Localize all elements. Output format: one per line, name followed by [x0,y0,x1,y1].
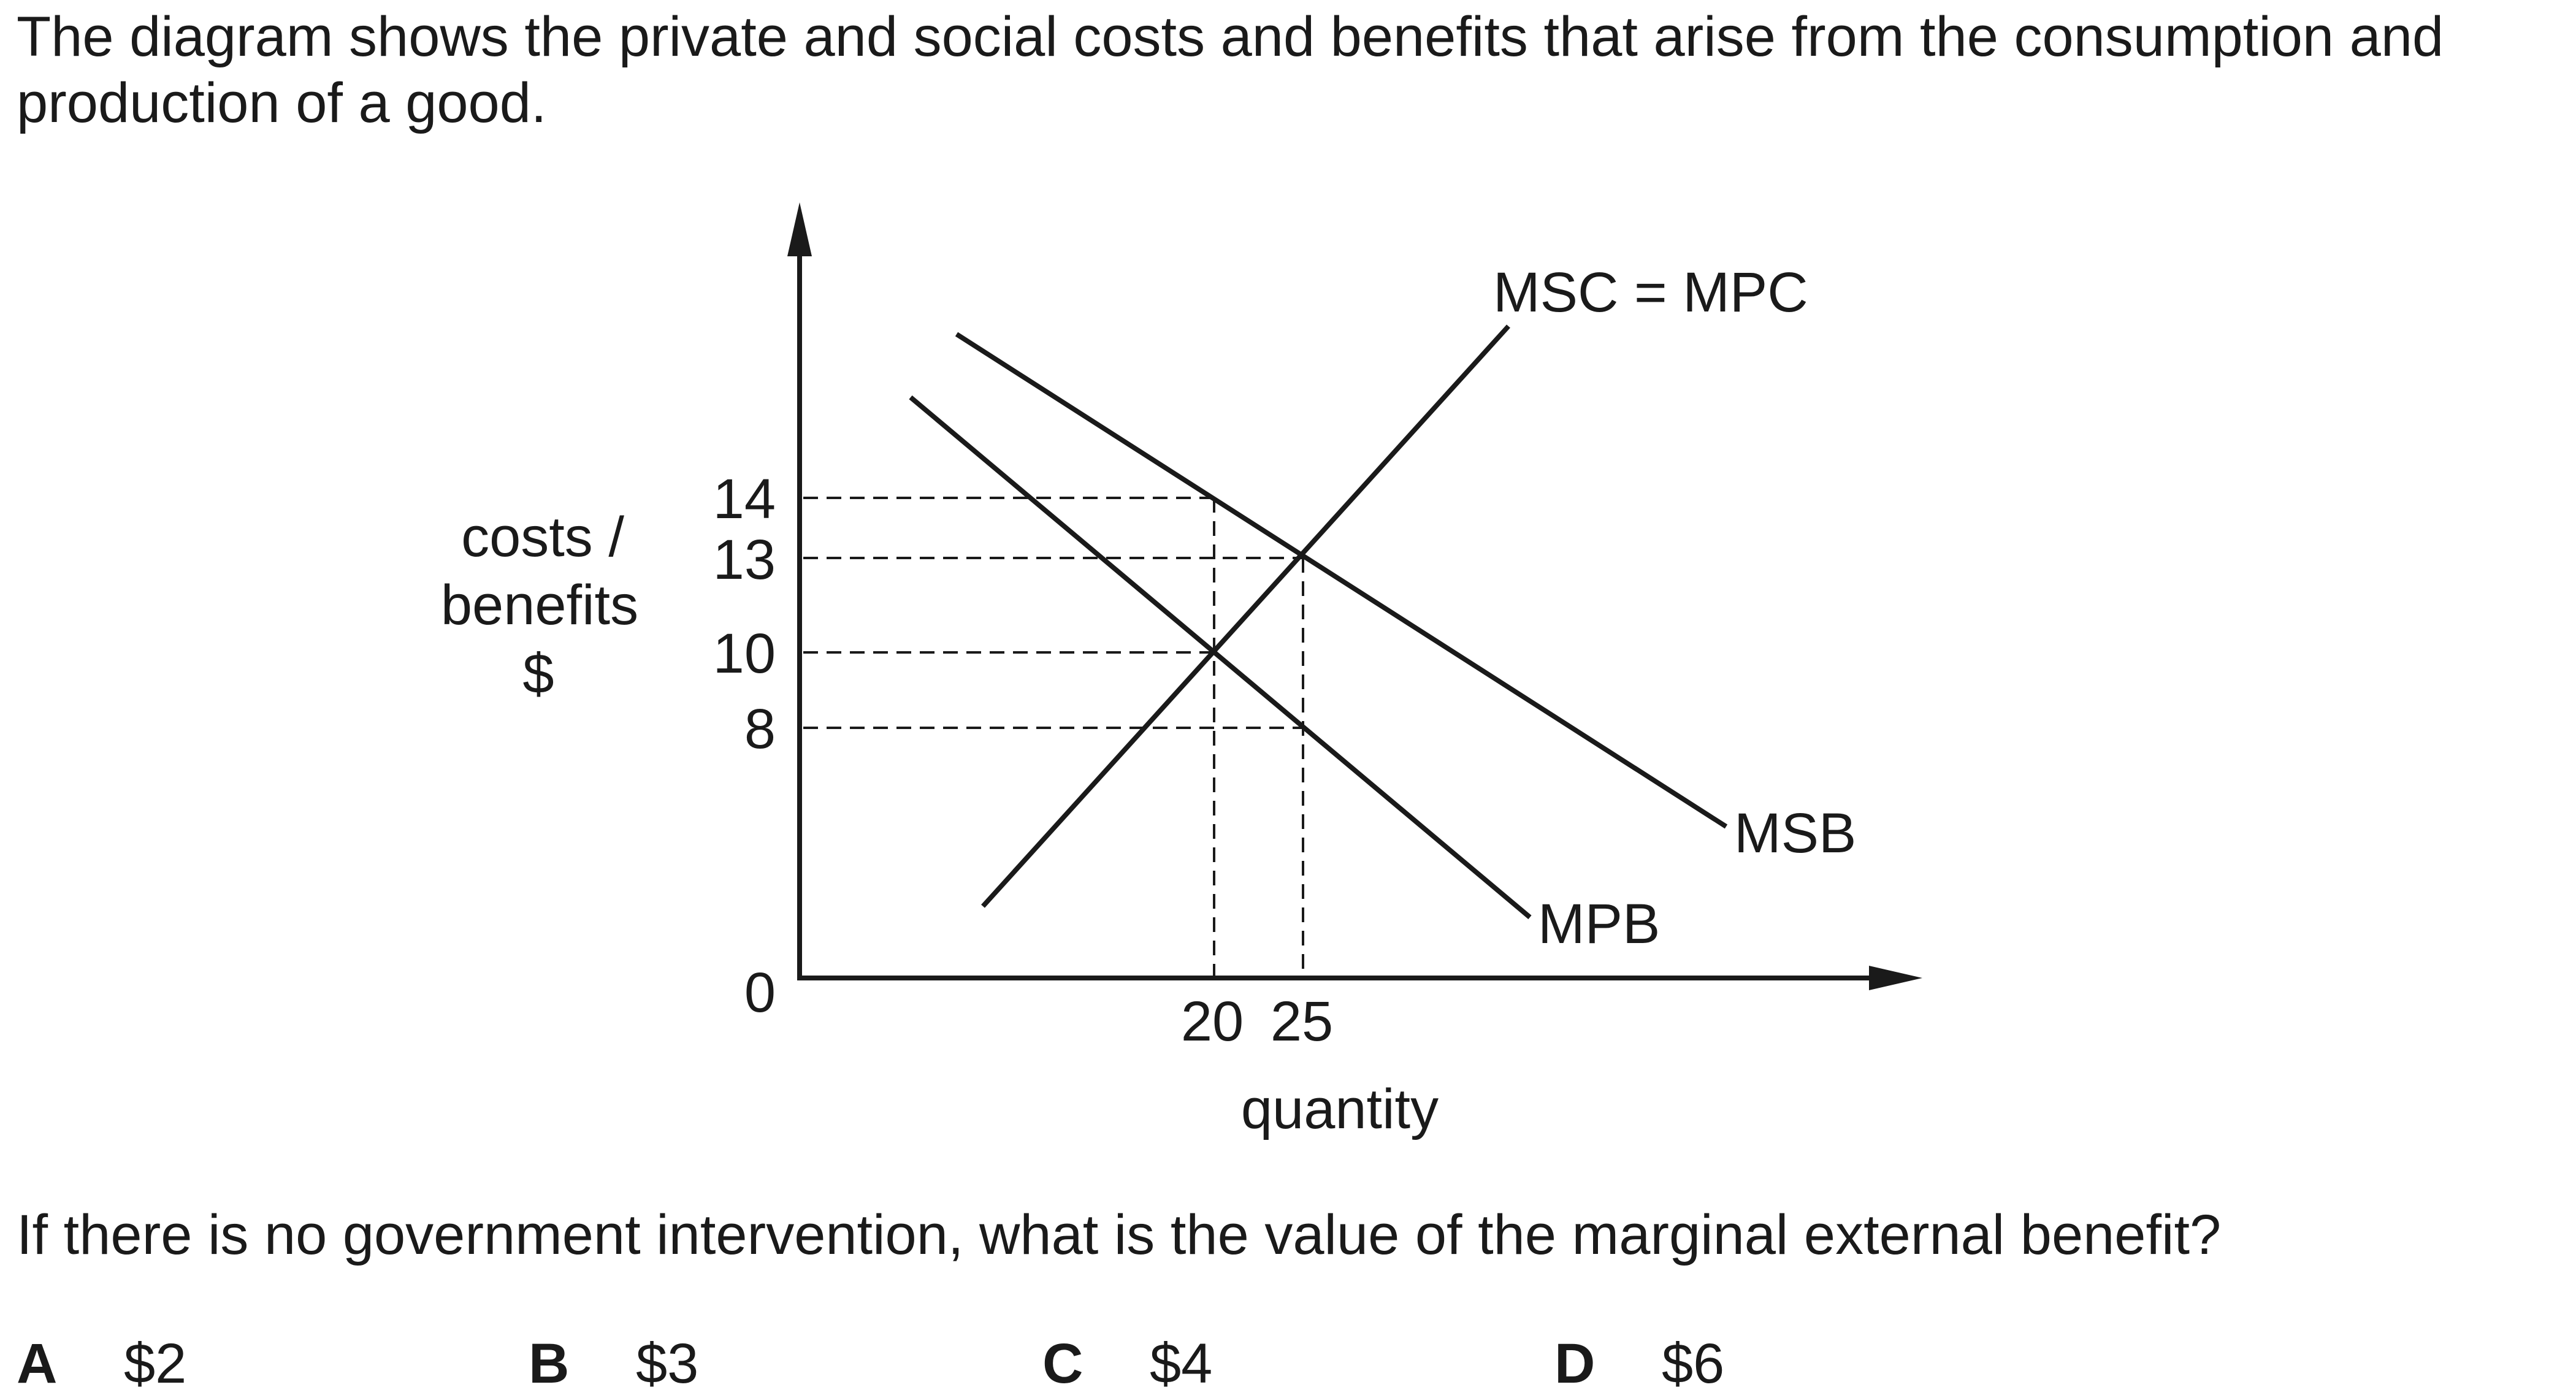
option-d-letter: D [1554,1332,1596,1395]
option-d-value: $6 [1662,1332,1725,1395]
option-c-letter: C [1042,1332,1084,1395]
y-axis-label-line3: $ [522,643,554,705]
x-axis-label: quantity [1241,1078,1439,1140]
y-axis-label-line2: benefits [441,574,638,636]
x-tick-25: 25 [1271,990,1333,1053]
y-tick-10: 10 [713,622,776,685]
option-d[interactable]: D $6 [1554,1331,1724,1397]
origin-label: 0 [744,961,776,1024]
mpb-curve [909,395,1532,920]
msc-mpc-label: MSC = MPC [1493,261,1808,324]
y-axis-label-line1: costs / [461,506,624,568]
option-a-letter: A [17,1332,58,1395]
y-tick-13: 13 [713,529,776,591]
x-axis-arrowhead [1869,966,1922,990]
msb-label: MSB [1734,802,1856,865]
y-tick-14: 14 [713,468,776,530]
msb-curve [955,332,1728,829]
option-c[interactable]: C $4 [1042,1331,1212,1397]
option-a[interactable]: A $2 [17,1331,186,1397]
msc-mpc-curve [981,324,1510,908]
answer-options: A $2 B $3 C $4 D $6 [0,1331,2576,1398]
mpb-label: MPB [1538,893,1660,955]
y-axis-arrowhead [787,202,812,256]
question-prompt: If there is no government intervention, … [17,1204,2222,1266]
question-intro: The diagram shows the private and social… [17,6,2444,134]
option-b-letter: B [529,1332,570,1395]
option-c-value: $4 [1150,1332,1213,1395]
y-tick-8: 8 [744,698,776,760]
option-b[interactable]: B $3 [529,1331,698,1397]
option-a-value: $2 [124,1332,187,1395]
option-b-value: $3 [636,1332,699,1395]
x-tick-20: 20 [1181,990,1244,1053]
